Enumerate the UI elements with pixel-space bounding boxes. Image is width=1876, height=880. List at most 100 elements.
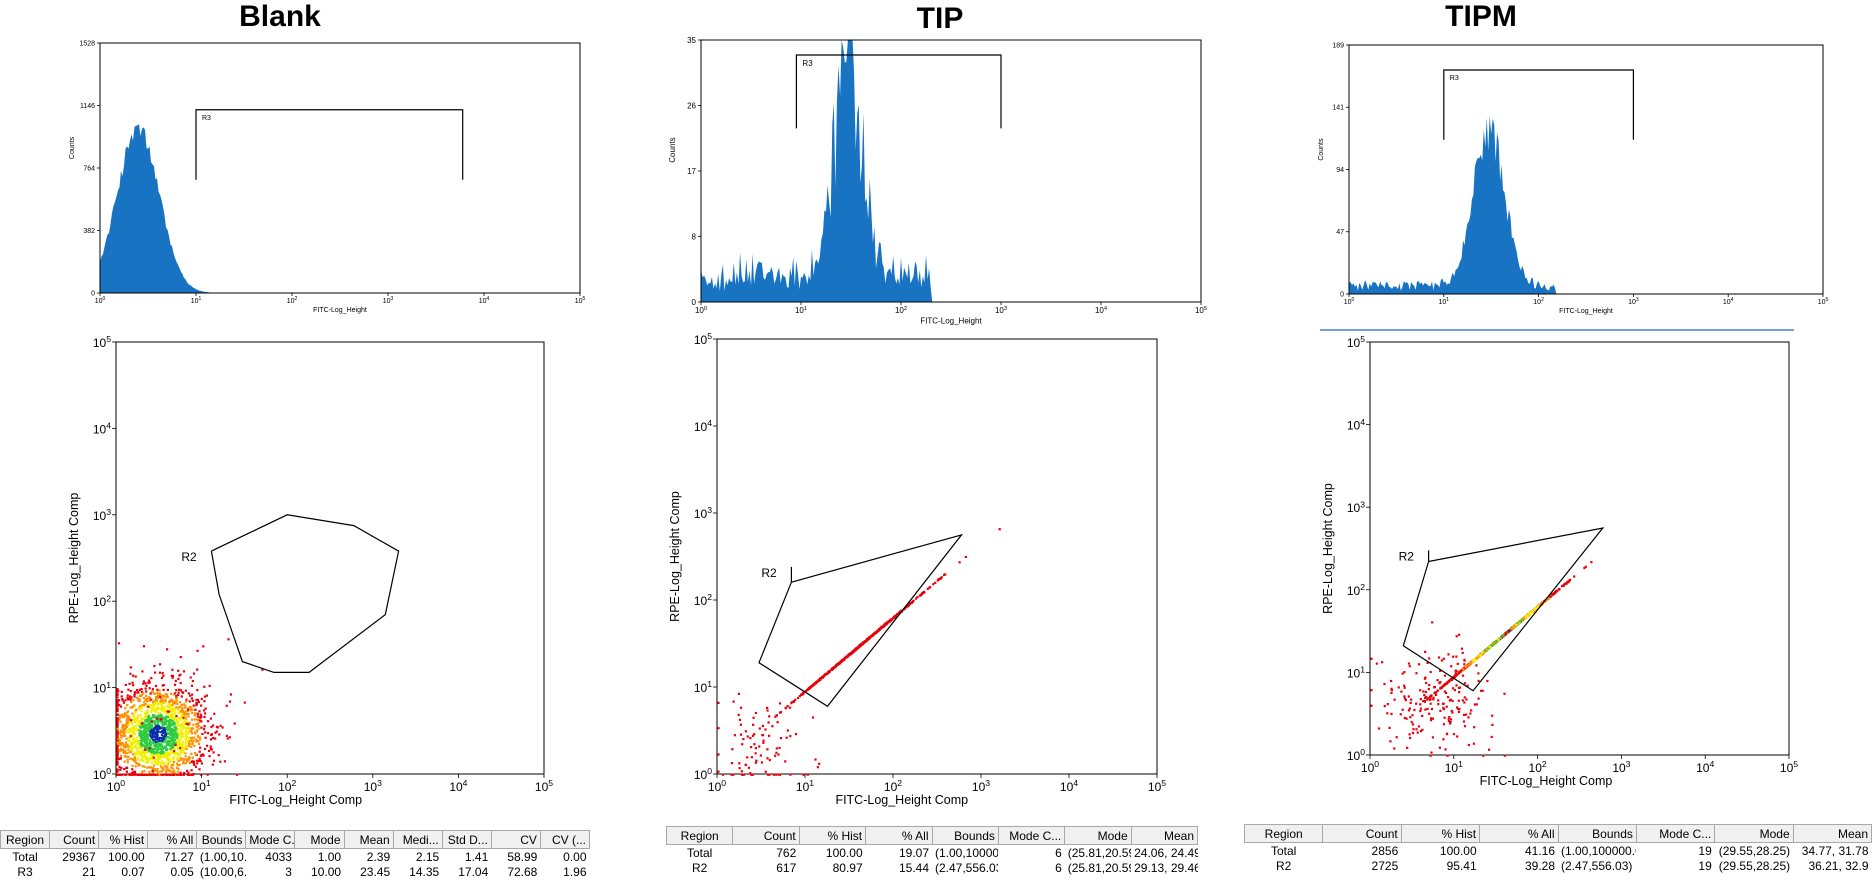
column-header[interactable]: CV (... [539,830,591,849]
event-dot [143,752,146,755]
event-dot [761,724,764,728]
event-dot [170,729,173,732]
event-dot [208,749,211,752]
histogram-bars [1349,115,1823,294]
column-header[interactable]: Medi... [392,830,443,849]
event-dot [170,749,173,753]
event-dot [127,739,130,742]
event-dot [177,708,180,711]
event-dot [233,722,236,725]
column-header[interactable]: Bounds [1557,824,1637,843]
event-dot [203,715,206,719]
column-header[interactable]: Mean [1130,826,1199,845]
event-dot [870,635,873,638]
event-dot [177,669,180,672]
column-header[interactable]: Region [1243,824,1324,843]
column-header[interactable]: % Hist [1400,824,1481,843]
event-dot [1458,686,1462,689]
event-dot [1475,657,1479,660]
event-dot [753,743,756,746]
column-header[interactable]: Mode C... [1635,824,1716,843]
event-dot [1455,635,1458,638]
event-dot [180,703,183,706]
event-dot [118,748,121,752]
event-dot [192,762,195,765]
event-dot [1443,674,1446,677]
event-dot [162,709,165,712]
event-dot [762,741,765,744]
event-dot [1429,670,1432,674]
event-dot [1545,598,1548,601]
event-dot [143,765,146,768]
event-dot [766,706,769,709]
event-dot [190,718,194,721]
table-cell: 24.06, 24.49 [1134,845,1198,860]
column-header[interactable]: Mode C... [997,826,1066,845]
event-dot [1458,707,1461,711]
event-dot [190,731,193,734]
column-header[interactable]: Mean [343,830,394,849]
column-header[interactable]: Mode [1714,824,1794,843]
event-dot [166,712,169,715]
column-header[interactable]: Count [49,830,100,849]
event-dot [138,746,141,749]
column-header[interactable]: Count [1322,824,1402,843]
table-cell: (29.55,28.25) [1718,858,1791,873]
column-header[interactable]: Mode C... [245,830,296,849]
column-header[interactable]: Mode [1064,826,1132,845]
event-dot [163,707,166,710]
event-dot [175,726,178,729]
event-dot [1461,674,1465,677]
event-dot [143,733,147,736]
event-dot [153,761,156,764]
event-dot [802,773,805,776]
column-header[interactable]: Region [0,830,51,849]
event-dot [1447,720,1450,723]
event-dot [165,773,168,776]
event-dot [162,751,165,754]
event-dot [168,732,171,735]
column-header[interactable]: CV [490,830,541,849]
y-tick-label: 47 [1336,229,1344,236]
event-dot [155,773,158,776]
event-dot [155,709,158,712]
column-header[interactable]: % Hist [98,830,149,849]
column-header[interactable]: % All [1479,824,1559,843]
event-dot [146,709,149,712]
event-dot [156,695,159,699]
event-dot [189,729,192,732]
event-dot [1455,684,1458,687]
column-header[interactable]: Region [665,826,734,845]
event-dot [143,770,146,773]
column-header[interactable]: Mode [294,830,345,849]
event-dot [170,764,173,767]
event-dot [120,729,123,732]
event-dot [161,730,164,733]
event-dot [144,741,147,744]
column-header[interactable]: Bounds [931,826,999,845]
event-dot [145,699,148,702]
column-header[interactable]: Bounds [196,830,247,849]
column-header[interactable]: % All [865,826,933,845]
event-dot [162,674,165,677]
column-header[interactable]: Count [732,826,800,845]
event-dot [1442,738,1445,741]
column-header[interactable]: % All [147,830,198,849]
event-dot [156,702,159,705]
event-dot [116,763,119,766]
column-header[interactable]: Std D... [441,830,492,849]
event-dot [1451,711,1454,714]
event-dot [173,773,176,776]
event-dot [167,732,170,735]
column-header[interactable]: % Hist [798,826,867,845]
event-dot [1494,641,1497,644]
event-dot [1457,707,1460,711]
event-dot [1454,672,1457,675]
event-dot [814,758,817,761]
column-header[interactable]: Mean [1792,824,1873,843]
event-dot [125,721,128,724]
event-dot [122,743,125,746]
event-dot [161,700,164,703]
event-dot [184,732,188,735]
